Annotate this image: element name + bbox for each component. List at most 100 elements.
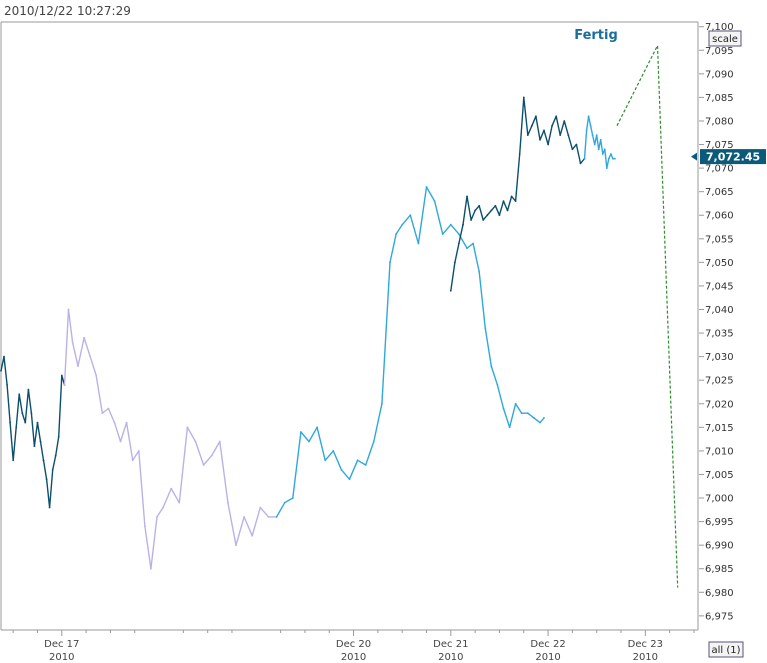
price-point — [605, 167, 608, 170]
all-button-label[interactable]: all (1) — [711, 645, 740, 656]
x-tick-day-label: Dec 17 — [44, 639, 79, 650]
price-series-line — [63, 308, 277, 570]
price-point — [559, 134, 562, 137]
price-point — [514, 200, 517, 203]
price-point — [533, 417, 535, 419]
price-point — [202, 464, 205, 466]
price-point — [597, 148, 600, 151]
price-series-line — [583, 115, 615, 169]
forecast-dashed-line — [616, 43, 679, 588]
price-point — [466, 247, 468, 250]
y-tick-label: 7,015 — [705, 423, 734, 434]
y-tick-label: 6,985 — [705, 564, 734, 575]
price-point — [458, 242, 460, 245]
price-point — [39, 440, 42, 443]
price-point — [71, 341, 74, 344]
price-point — [610, 153, 612, 155]
price-point — [614, 157, 616, 160]
price-point — [210, 454, 213, 457]
price-point — [502, 407, 505, 410]
price-point — [482, 219, 485, 221]
price-point — [131, 459, 134, 462]
price-point — [308, 440, 310, 443]
price-point — [259, 506, 262, 509]
price-point — [107, 407, 110, 410]
last-price-label: 7,072.45 — [706, 151, 760, 164]
price-point — [194, 440, 197, 443]
price-point — [170, 487, 173, 490]
price-point — [441, 233, 444, 236]
scale-button-frame[interactable] — [708, 30, 742, 47]
price-point — [401, 223, 404, 226]
price-point — [449, 289, 452, 292]
price-point — [63, 384, 66, 386]
x-tick-day-label: Dec 20 — [336, 639, 371, 650]
price-point — [243, 516, 246, 518]
price-point — [316, 426, 318, 429]
last-price-pointer-icon — [691, 152, 697, 161]
price-point — [551, 124, 553, 127]
price-point — [372, 440, 375, 443]
price-point — [433, 200, 436, 203]
price-point — [585, 129, 588, 132]
price-point — [508, 426, 511, 429]
last-price-tag: 7,072.45 — [691, 149, 766, 165]
price-point — [83, 336, 85, 339]
price-point — [218, 440, 221, 443]
price-point — [599, 138, 602, 141]
price-point — [33, 445, 36, 448]
price-point — [267, 516, 270, 518]
price-point — [119, 440, 122, 443]
price-point — [30, 412, 33, 415]
y-tick-label: 6,980 — [705, 588, 734, 599]
x-tick-year-label: 2010 — [49, 652, 74, 663]
price-point — [113, 421, 116, 424]
price-point — [18, 393, 21, 396]
y-tick-label: 7,010 — [705, 446, 734, 457]
series-layer — [0, 96, 616, 570]
price-point — [506, 209, 509, 212]
y-tick-label: 7,080 — [705, 116, 734, 127]
fertig-annotation: Fertig — [574, 28, 618, 43]
all-button[interactable]: all (1) — [708, 641, 744, 658]
price-point — [543, 129, 545, 132]
price-point — [54, 454, 57, 457]
price-point — [60, 374, 63, 377]
scale-button-label[interactable]: scale — [712, 34, 738, 45]
price-point — [490, 365, 493, 367]
price-point — [178, 501, 181, 504]
price-point — [478, 270, 481, 273]
price-point — [389, 261, 391, 264]
price-point — [470, 219, 472, 221]
y-tick-label: 7,070 — [705, 164, 734, 175]
price-point — [45, 478, 48, 481]
price-point — [496, 384, 499, 386]
price-point — [494, 204, 497, 207]
x-tick-day-label: Dec 21 — [433, 639, 468, 650]
price-point — [235, 544, 237, 547]
y-tick-label: 6,990 — [705, 541, 734, 552]
price-point — [539, 138, 541, 141]
last-price-box — [700, 149, 766, 165]
price-point — [555, 115, 558, 118]
price-point — [607, 157, 610, 160]
price-point — [162, 506, 165, 509]
price-series-line — [0, 355, 66, 509]
y-tick-label: 7,040 — [705, 305, 734, 316]
y-tick-label: 7,060 — [705, 211, 734, 222]
price-point — [227, 501, 229, 504]
price-point — [603, 148, 606, 151]
all-button-frame[interactable] — [708, 641, 744, 658]
price-point — [478, 204, 481, 207]
y-tick-label: 7,050 — [705, 258, 734, 269]
price-point — [539, 421, 541, 424]
price-point — [579, 162, 582, 165]
price-point — [348, 478, 351, 481]
price-point — [472, 242, 474, 245]
scale-button[interactable]: scale — [708, 30, 742, 47]
price-point — [395, 233, 397, 236]
price-point — [381, 402, 383, 405]
price-point — [520, 412, 523, 415]
price-point — [474, 209, 476, 212]
price-point — [583, 157, 586, 160]
